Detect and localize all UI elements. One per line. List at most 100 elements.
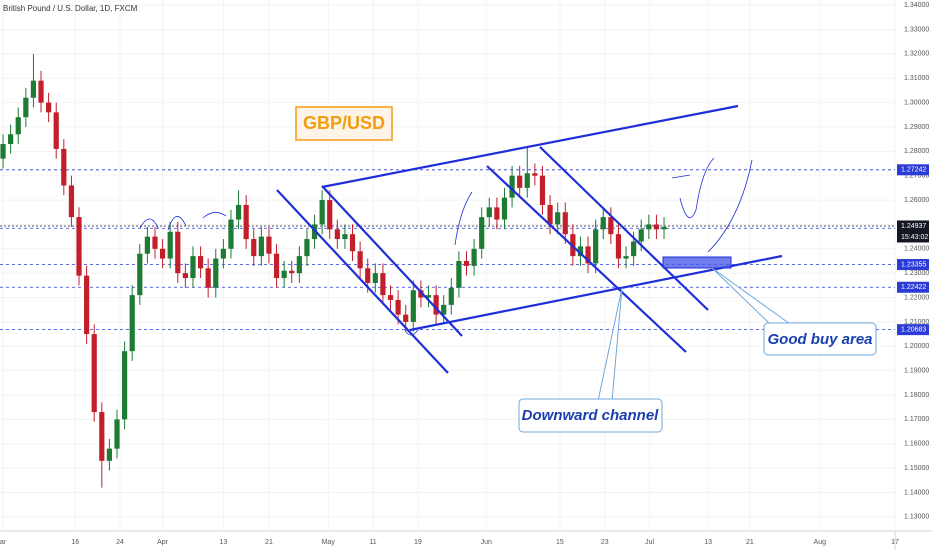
- candle-body: [372, 273, 378, 283]
- candle-body: [577, 246, 584, 257]
- candle-body: [197, 256, 204, 269]
- y-tick-label: 1.15000: [904, 465, 929, 472]
- y-tick-label: 1.32000: [904, 51, 929, 58]
- candle-body: [106, 448, 113, 461]
- y-tick-label: 1.30000: [904, 99, 929, 106]
- candle-body: [205, 268, 211, 288]
- candle-body: [319, 200, 325, 225]
- buy-area: [662, 256, 732, 269]
- callout: Downward channel: [518, 287, 663, 433]
- candle-body: [539, 175, 546, 205]
- candle-body: [463, 260, 470, 266]
- callout-box: [763, 322, 877, 356]
- y-tick-label: 1.16000: [904, 441, 929, 448]
- candle-body: [486, 207, 492, 218]
- candle-body: [30, 80, 37, 98]
- candle-body: [623, 256, 629, 259]
- candle-body: [433, 295, 439, 315]
- candle-body: [327, 200, 333, 230]
- callout-box: [518, 398, 663, 433]
- candle-body: [555, 212, 561, 225]
- x-tick-label: 21: [746, 539, 754, 546]
- candle-body: [425, 295, 432, 298]
- candle-body: [122, 351, 128, 420]
- price-level-label: 1.27242: [901, 167, 926, 174]
- candle-body: [615, 234, 622, 259]
- candle-body: [152, 236, 158, 249]
- candle-body: [15, 117, 21, 135]
- y-tick-label: 1.31000: [904, 75, 929, 82]
- price-level-label: 1.23355: [901, 261, 926, 268]
- candle-body: [585, 246, 591, 264]
- x-tick-label: 13: [704, 539, 712, 546]
- candle-body: [235, 204, 242, 220]
- candle-body: [129, 295, 135, 352]
- candle-body: [84, 275, 90, 335]
- candle-body: [266, 236, 272, 254]
- candle-body: [448, 287, 454, 305]
- candle-body: [167, 231, 173, 259]
- candle-body: [273, 253, 280, 279]
- levels: [0, 169, 895, 331]
- price-level-box: [897, 220, 929, 232]
- y-tick-label: 1.23000: [904, 270, 929, 277]
- callout-text: Good buy area: [767, 331, 872, 348]
- candle-body: [380, 273, 386, 296]
- trend-line: [321, 104, 739, 189]
- candle-body: [114, 419, 120, 449]
- x-tick-label: 13: [219, 539, 227, 546]
- price-level-box: [897, 259, 929, 271]
- candle-body: [38, 80, 44, 103]
- candle-body: [258, 236, 264, 257]
- y-tick-label: 1.22000: [904, 294, 929, 301]
- candle-body: [281, 270, 287, 279]
- candle-body: [471, 248, 477, 266]
- symbol-box: [295, 106, 393, 141]
- candle-body: [479, 217, 485, 249]
- y-tick-label: 1.20000: [904, 343, 929, 350]
- candle-body: [517, 175, 523, 188]
- chart-title: British Pound / U.S. Dollar, 1D, FXCM: [3, 4, 138, 13]
- candle-body: [646, 224, 652, 230]
- x-tick-label: ar: [0, 539, 7, 546]
- candle-body: [289, 270, 295, 274]
- candle-body: [593, 229, 599, 264]
- candle-body: [53, 112, 59, 149]
- candle-body: [547, 204, 553, 225]
- pen-sketch: [139, 157, 753, 336]
- candle-body: [418, 290, 424, 298]
- candle-body: [304, 239, 310, 257]
- price-level-box: [897, 164, 929, 176]
- x-tick-label: Jul: [645, 539, 654, 546]
- candle-body: [334, 229, 340, 240]
- symbol-label: GBP/USD: [303, 113, 385, 133]
- candle-body: [365, 268, 371, 283]
- y-tick-label: 1.28000: [904, 148, 929, 155]
- price-level-label: 1.20683: [901, 326, 926, 333]
- candle-body: [562, 212, 568, 235]
- y-tick-label: 1.24000: [904, 246, 929, 253]
- drawings: [139, 104, 783, 374]
- candle-body: [608, 217, 614, 235]
- y-tick-label: 1.17000: [904, 416, 929, 423]
- candle-body: [213, 258, 219, 288]
- candle-body: [494, 207, 500, 220]
- candle-body: [0, 144, 6, 159]
- candle-body: [228, 219, 234, 249]
- candle-body: [251, 239, 257, 257]
- candle-body: [357, 251, 363, 269]
- candle-body: [68, 185, 75, 218]
- x-tick-label: 23: [601, 539, 609, 546]
- trend-line: [276, 189, 449, 374]
- y-tick-label: 1.14000: [904, 489, 929, 496]
- candle-body: [190, 256, 196, 279]
- candle-body: [387, 295, 394, 300]
- price-level-label: 1.24937: [901, 223, 926, 230]
- y-tick-label: 1.34000: [904, 2, 929, 9]
- candle-body: [349, 234, 356, 252]
- candle-body: [403, 314, 409, 322]
- y-tick-label: 1.27000: [904, 173, 929, 180]
- countdown-box: [897, 231, 929, 243]
- x-tick-label: 15: [556, 539, 564, 546]
- x-tick-label: 16: [71, 539, 79, 546]
